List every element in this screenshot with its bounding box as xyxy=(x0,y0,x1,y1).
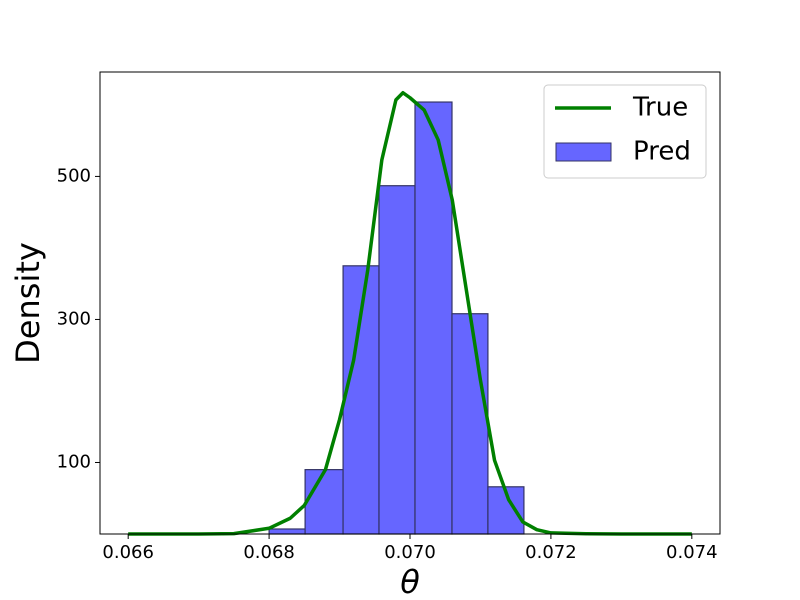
y-tick-label: 500 xyxy=(57,165,91,186)
y-axis-label: Density xyxy=(9,242,47,364)
x-tick-label: 0.072 xyxy=(525,542,577,563)
x-axis-label: θ xyxy=(400,563,420,600)
x-tick-label: 0.074 xyxy=(666,542,718,563)
line-series xyxy=(128,90,692,536)
legend-label: Pred xyxy=(633,137,691,167)
x-tick-label: 0.070 xyxy=(384,542,436,563)
histogram-bar xyxy=(378,185,416,535)
legend-patch xyxy=(555,142,612,162)
y-tick-label: 100 xyxy=(57,451,91,472)
histogram-bar xyxy=(304,469,344,535)
x-tick-label: 0.068 xyxy=(243,542,295,563)
histogram-bar xyxy=(268,528,306,535)
histogram-bar xyxy=(451,313,489,535)
legend-label: True xyxy=(632,93,688,123)
y-tick-label: 300 xyxy=(57,308,91,329)
histogram-bar xyxy=(414,101,453,535)
x-tick-label: 0.066 xyxy=(102,542,154,563)
